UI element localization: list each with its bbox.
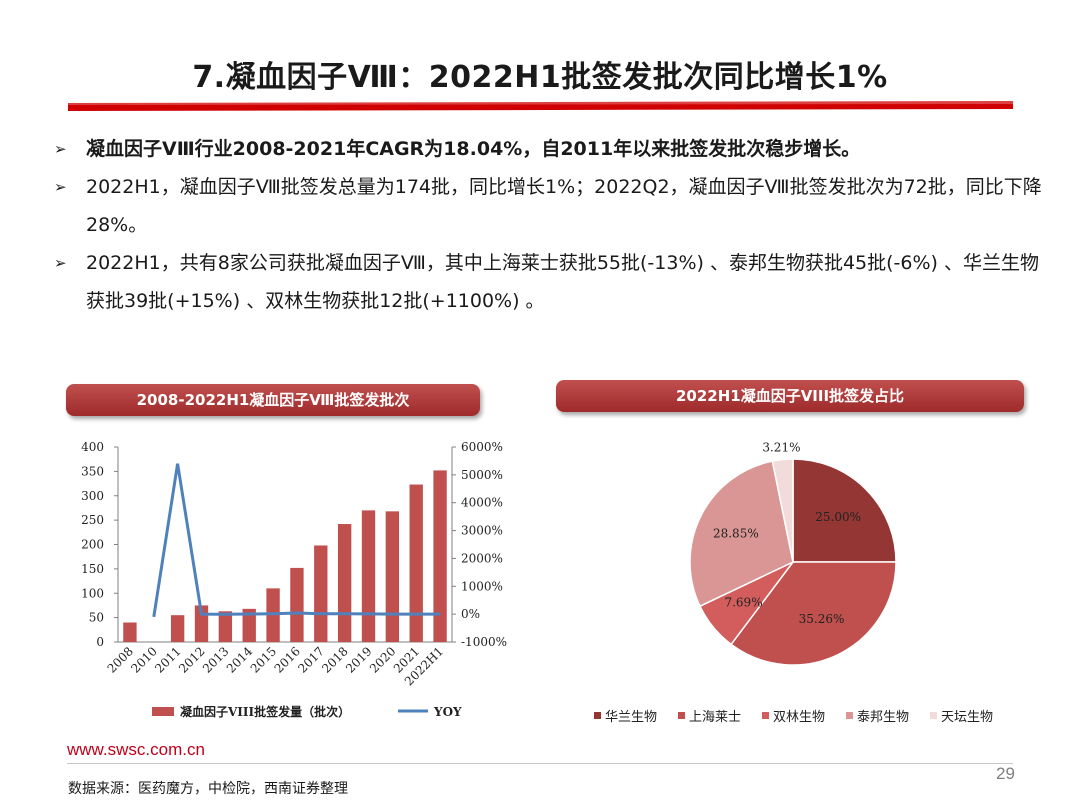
y2-tick-label: 6000%	[461, 440, 503, 454]
legend-label: 天坛生物	[941, 710, 993, 725]
x-tick-label: 2018	[319, 644, 350, 675]
legend-swatch	[930, 712, 937, 719]
x-tick-label: 2010	[128, 644, 159, 675]
y-tick-label: 100	[81, 586, 104, 600]
x-tick-label: 2013	[200, 644, 231, 675]
pie-chart-title: 2022H1凝血因子VIII批签发占比	[556, 380, 1024, 412]
bar	[337, 524, 352, 642]
x-tick-label: 2016	[272, 644, 303, 675]
bar	[314, 545, 328, 642]
y-tick-label: 50	[89, 611, 104, 625]
x-tick-label: 2019	[343, 644, 374, 675]
y-tick-label: 400	[81, 440, 104, 454]
pie-value-label: 35.26%	[799, 612, 845, 626]
bar	[409, 484, 423, 642]
arrow-icon: ➢	[54, 178, 67, 196]
arrow-icon: ➢	[54, 140, 67, 158]
pie-value-label: 3.21%	[762, 441, 800, 455]
y2-tick-label: 2000%	[461, 551, 503, 565]
x-tick-label: 2014	[224, 644, 256, 676]
bar-chart-title: 2008-2022H1凝血因子Ⅷ批签发批次	[66, 384, 480, 416]
pie-slice	[792, 458, 897, 563]
bar-chart: 0 50 100 150 200 250 300 350 400 -1000% 0% 1000% 200…	[81, 440, 507, 719]
bar	[123, 622, 137, 642]
x-tick-label: 2012	[176, 644, 207, 675]
bar	[361, 510, 376, 642]
x-tick-label: 2015	[248, 644, 279, 675]
y2-tick-label: 3000%	[461, 524, 503, 538]
y2-tick-label: -1000%	[461, 635, 507, 649]
bar	[385, 511, 400, 642]
y-tick-label: 0	[96, 635, 104, 649]
legend-swatch	[762, 712, 769, 719]
bar	[218, 611, 233, 642]
legend-label-bar: 凝血因子VIII批签发量（批次）	[180, 704, 350, 719]
y-tick-label: 150	[81, 562, 104, 576]
page-number: 29	[996, 764, 1015, 783]
x-tick-label: 2008	[105, 644, 136, 675]
bullet-text: 2022H1，共有8家公司获批凝血因子Ⅷ，其中上海莱士获批55批(-13%) 、…	[86, 252, 1040, 312]
pie-value-label: 7.69%	[724, 595, 762, 609]
pie-slice	[771, 458, 794, 563]
legend-swatch-bar	[152, 707, 174, 716]
bullet-text: 凝血因子VⅢ行业2008-2021年CAGR为18.04%，自2011年以来批签…	[86, 138, 861, 160]
x-tick-label: 2011	[152, 644, 183, 675]
legend-label: 泰邦生物	[857, 710, 909, 725]
bullet-item: ➢ 2022H1，共有8家公司获批凝血因子Ⅷ，其中上海莱士获批55批(-13%)…	[52, 244, 1042, 320]
y-tick-label: 300	[81, 489, 104, 503]
bar	[242, 608, 256, 642]
footer-divider	[67, 763, 1013, 764]
legend-label: 上海莱士	[689, 710, 741, 725]
y2-tick-label: 5000%	[461, 468, 503, 482]
legend-swatch	[594, 712, 601, 719]
y-tick-label: 350	[81, 464, 104, 478]
pie-slice	[689, 460, 794, 608]
title-underline	[68, 101, 1013, 111]
bullet-item: ➢ 凝血因子VⅢ行业2008-2021年CAGR为18.04%，自2011年以来…	[52, 130, 1042, 168]
legend-swatch	[846, 712, 853, 719]
arrow-icon: ➢	[54, 254, 67, 272]
x-tick-label: 2020	[367, 644, 398, 675]
slide-title: 7.凝血因子Ⅷ：2022H1批签发批次同比增长1%	[192, 60, 888, 95]
x-tick-label: 2017	[295, 644, 326, 675]
footer-url[interactable]: www.swsc.com.cn	[67, 740, 205, 759]
pie-chart: 25.00% 35.26% 7.69% 28.85% 3.21% 华兰生物 上海莱士 双林生物…	[594, 441, 993, 725]
data-source: 数据来源：医药魔方，中检院，西南证券整理	[68, 781, 348, 797]
legend-label: 双林生物	[773, 710, 825, 725]
legend-swatch	[678, 712, 685, 719]
bar	[290, 567, 304, 642]
y-tick-label: 250	[81, 513, 104, 527]
bar	[170, 615, 185, 642]
y2-tick-label: 0%	[461, 607, 480, 621]
yoy-line	[152, 463, 441, 618]
y2-tick-label: 4000%	[461, 496, 503, 510]
legend-label-line: YOY	[433, 705, 462, 719]
pie-value-label: 25.00%	[815, 510, 861, 524]
legend-label: 华兰生物	[605, 710, 657, 725]
bar	[433, 470, 447, 642]
y-tick-label: 200	[81, 538, 104, 552]
pie-slice	[730, 561, 897, 666]
bullet-item: ➢ 2022H1，凝血因子Ⅷ批签发总量为174批，同比增长1%；2022Q2，凝…	[52, 168, 1042, 244]
y2-tick-label: 1000%	[461, 579, 503, 593]
bullet-text: 2022H1，凝血因子Ⅷ批签发总量为174批，同比增长1%；2022Q2，凝血因…	[86, 176, 1042, 236]
bullet-list: ➢ 凝血因子VⅢ行业2008-2021年CAGR为18.04%，自2011年以来…	[52, 130, 1042, 320]
pie-value-label: 28.85%	[713, 526, 759, 540]
